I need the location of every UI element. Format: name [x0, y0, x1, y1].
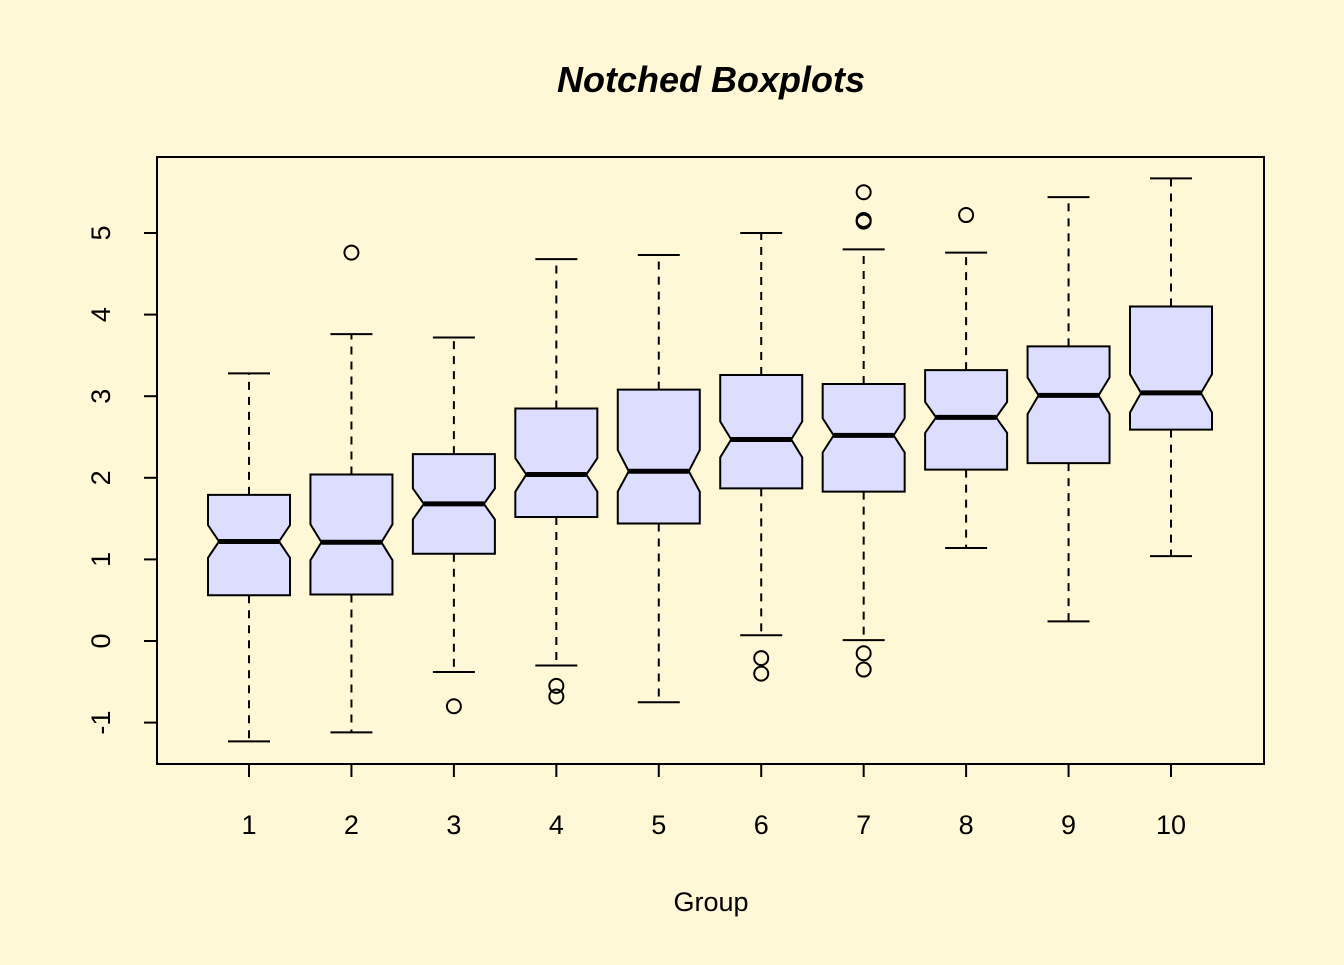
box-group-4 [514, 258, 599, 705]
box-group-9 [1026, 196, 1111, 623]
box-group-10 [1129, 177, 1213, 558]
y-tick-label: -1 [86, 711, 116, 735]
x-tick-label: 4 [549, 810, 564, 840]
outlier-point [855, 213, 872, 230]
x-tick-label: 1 [241, 810, 256, 840]
outlier-point [548, 688, 565, 705]
y-tick-label: 0 [86, 633, 116, 648]
plot-frame [156, 156, 1265, 765]
box-group-2 [309, 244, 394, 734]
outlier-point [548, 677, 565, 694]
x-tick-label: 2 [344, 810, 359, 840]
notched-box [1129, 305, 1213, 431]
notched-box [719, 373, 804, 490]
y-tick-label: 2 [86, 470, 116, 485]
notched-box [309, 473, 394, 596]
y-tick-label: 1 [86, 552, 116, 567]
outlier-point [445, 698, 462, 715]
x-tick-label: 10 [1156, 810, 1186, 840]
plot-area: -1 0 1 2 3 4 5 1 2 3 4 5 6 7 8 9 10 [86, 156, 1265, 840]
chart-title: Notched Boxplots [557, 59, 865, 100]
x-tick-label: 5 [651, 810, 666, 840]
x-tick-label: 9 [1061, 810, 1076, 840]
x-tick-label: 8 [959, 810, 974, 840]
outlier-point [855, 661, 872, 678]
y-tick-label: 4 [86, 307, 116, 322]
notched-box [207, 493, 291, 597]
outlier-point [343, 244, 360, 261]
x-tick-label: 7 [856, 810, 871, 840]
outlier-point [753, 665, 770, 682]
y-tick-label: 3 [86, 389, 116, 404]
box-group-3 [411, 336, 496, 715]
y-tick-label: 5 [86, 225, 116, 240]
x-tick-label: 3 [446, 810, 461, 840]
box-group-1 [207, 372, 291, 743]
box-group-8 [924, 207, 1009, 549]
outlier-point [855, 184, 872, 201]
x-axis-title: Group [673, 887, 748, 917]
box-group-7 [821, 184, 906, 678]
x-tick-label: 6 [754, 810, 769, 840]
outlier-point [753, 650, 770, 667]
outlier-point [958, 207, 975, 224]
outlier-point [855, 645, 872, 662]
notched-box [616, 388, 701, 525]
notched-box [514, 407, 599, 518]
box-group-5 [616, 254, 701, 704]
box-group-6 [719, 232, 804, 682]
notched-box [1026, 345, 1111, 465]
